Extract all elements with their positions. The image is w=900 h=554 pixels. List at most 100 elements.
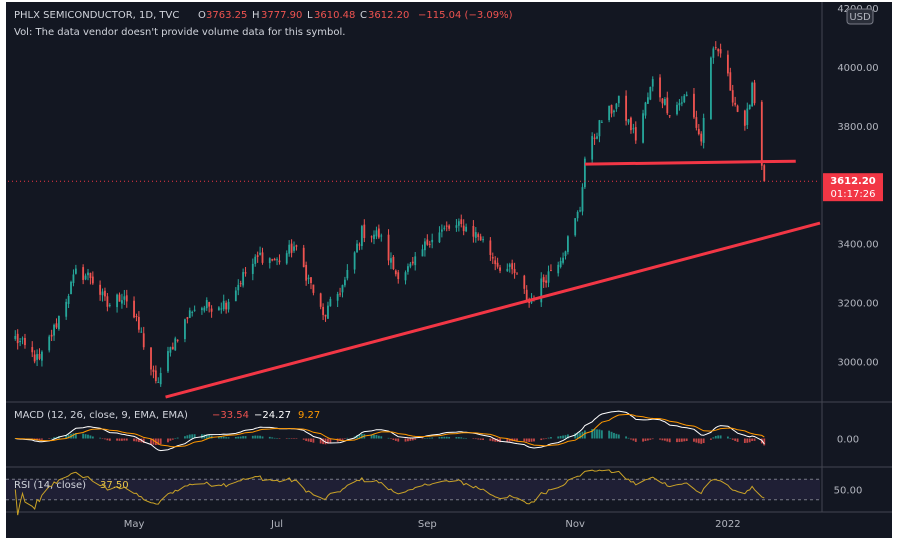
- candle-body: [91, 276, 94, 284]
- macd-histogram-bar: [377, 435, 380, 439]
- macd-histogram-bar: [610, 431, 613, 439]
- candle-body: [426, 239, 429, 245]
- macd-histogram-bar: [460, 437, 463, 439]
- candle-body: [591, 136, 594, 160]
- candle-body: [142, 333, 145, 348]
- rsi-title[interactable]: RSI (14, close): [14, 480, 86, 491]
- macd-histogram-bar: [380, 436, 383, 439]
- macd-histogram-bar: [644, 438, 647, 442]
- macd-histogram-bar: [649, 438, 652, 440]
- candle: [336, 291, 339, 307]
- candle: [251, 258, 254, 281]
- candle: [125, 289, 128, 308]
- candle: [596, 132, 598, 140]
- candle-body: [644, 102, 647, 116]
- macd-histogram-bar: [344, 438, 346, 439]
- candle-body: [210, 308, 213, 312]
- candle-body: [496, 262, 499, 267]
- candle-body: [457, 221, 460, 226]
- macd-histogram-bar: [397, 438, 400, 442]
- candle: [87, 268, 89, 281]
- candle-body: [608, 105, 611, 121]
- macd-histogram-bar: [651, 438, 654, 440]
- candle: [121, 293, 123, 309]
- candle-body: [99, 284, 102, 295]
- macd-histogram-bar: [474, 438, 477, 440]
- candle: [392, 254, 395, 271]
- macd-histogram-bar: [530, 438, 533, 442]
- candle-body: [559, 260, 562, 267]
- macd-histogram-bar: [763, 438, 766, 446]
- candle-body: [154, 370, 157, 381]
- macd-histogram-bar: [661, 438, 664, 441]
- macd-histogram-bar: [440, 436, 443, 439]
- candle-body: [411, 261, 414, 264]
- candle-body: [472, 225, 475, 237]
- time-tick-label: 2022: [715, 519, 740, 530]
- candle-body: [443, 227, 446, 229]
- candle: [695, 110, 698, 131]
- candle: [89, 272, 92, 285]
- candle-body: [513, 269, 516, 273]
- macd-histogram-bar: [176, 437, 179, 439]
- candle-body: [710, 57, 712, 120]
- candle-body: [547, 271, 550, 283]
- currency-badge[interactable]: USD: [846, 8, 874, 25]
- candle: [234, 287, 237, 302]
- candle-body: [293, 246, 295, 251]
- macd-histogram-bar: [341, 438, 344, 440]
- candle: [237, 279, 240, 296]
- macd-histogram-bar: [550, 437, 552, 439]
- candle-body: [685, 94, 688, 97]
- candle: [171, 342, 174, 350]
- candle-body: [339, 293, 341, 295]
- candle: [322, 303, 325, 321]
- candle: [693, 87, 695, 120]
- candle: [659, 74, 661, 102]
- candle: [448, 224, 451, 231]
- candle: [157, 377, 160, 383]
- macd-histogram-bar: [322, 438, 325, 445]
- macd-histogram-bar: [489, 438, 492, 441]
- macd-signal-value: 9.27: [298, 410, 320, 421]
- candle: [547, 265, 550, 288]
- candle-body: [227, 301, 230, 310]
- macd-title[interactable]: MACD (12, 26, close, 9, EMA, EMA): [14, 410, 188, 421]
- candle: [53, 323, 55, 341]
- candle-body: [271, 259, 274, 261]
- candle: [443, 225, 446, 231]
- candle: [474, 227, 477, 243]
- candle: [748, 104, 751, 110]
- macd-histogram-bar: [123, 438, 126, 441]
- candle: [116, 293, 118, 313]
- candle-body: [593, 137, 596, 139]
- candle-body: [268, 258, 271, 264]
- macd-histogram-bar: [222, 436, 225, 439]
- candle-body: [38, 353, 41, 359]
- candle: [717, 48, 720, 57]
- candle-body: [31, 347, 34, 353]
- symbol-title[interactable]: PHLX SEMICONDUCTOR, 1D, TVC: [14, 10, 179, 21]
- last-price-value: 3612.20: [830, 176, 876, 187]
- macd-histogram-bar: [251, 435, 254, 439]
- candle-body: [610, 104, 613, 114]
- candle: [319, 292, 322, 310]
- candle: [118, 292, 121, 302]
- candle: [16, 329, 19, 350]
- candle: [499, 264, 501, 274]
- candle-body: [462, 225, 465, 232]
- close-value: 3612.20: [368, 10, 409, 21]
- rsi-legend: RSI (14, close) 37.50: [14, 480, 129, 491]
- candle-body: [14, 335, 17, 339]
- candle-body: [702, 117, 705, 143]
- candle-body: [363, 224, 366, 238]
- macd-histogram-bar: [65, 435, 68, 439]
- macd-histogram-bar: [717, 435, 720, 439]
- macd-histogram-bar: [152, 438, 155, 445]
- candle: [142, 326, 145, 350]
- low-value: 3610.48: [314, 10, 355, 21]
- candle: [339, 287, 341, 297]
- candle-body: [353, 252, 356, 270]
- candle: [174, 336, 177, 351]
- candle: [644, 101, 647, 119]
